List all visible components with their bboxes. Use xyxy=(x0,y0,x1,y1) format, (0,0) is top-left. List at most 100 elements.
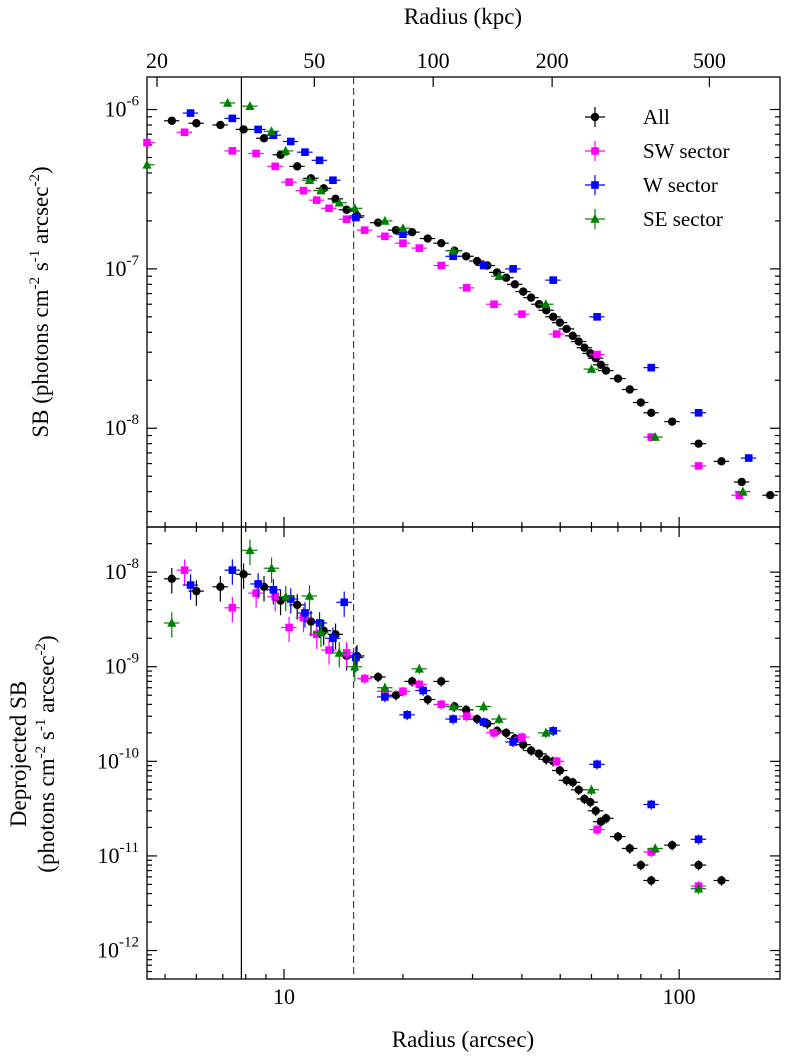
data-point xyxy=(266,563,277,573)
data-point xyxy=(281,591,291,601)
legend-marker xyxy=(591,147,599,155)
data-point xyxy=(586,784,597,794)
data-point xyxy=(352,213,360,222)
data-point xyxy=(586,364,597,373)
data-point xyxy=(479,701,489,711)
data-point xyxy=(301,148,309,156)
data-point xyxy=(286,595,295,603)
data-point xyxy=(596,360,606,370)
data-point xyxy=(301,609,309,617)
data-point xyxy=(647,408,656,417)
data-point xyxy=(271,162,280,171)
data-point xyxy=(693,883,704,893)
data-point xyxy=(373,672,383,682)
data-point xyxy=(325,204,333,213)
data-point xyxy=(509,738,517,746)
legend-marker xyxy=(590,214,600,223)
data-point xyxy=(555,766,565,775)
data-point xyxy=(568,778,577,787)
data-point xyxy=(613,374,623,383)
data-point xyxy=(329,176,337,185)
data-point xyxy=(325,646,333,654)
data-point xyxy=(574,337,583,346)
deprojected-y-axis-label-top: Deprojected SB xyxy=(6,681,31,827)
data-point xyxy=(593,825,601,834)
data-point xyxy=(186,109,195,117)
data-point xyxy=(568,331,577,341)
data-point xyxy=(407,227,417,237)
legend-entry: All xyxy=(585,105,670,129)
data-point xyxy=(542,306,551,315)
data-point xyxy=(350,203,360,213)
data-point xyxy=(415,244,424,252)
data-point xyxy=(391,225,401,235)
top-axis-ticks: 20 50 100 200 500 xyxy=(146,48,726,87)
data-point xyxy=(180,128,189,137)
data-point xyxy=(479,261,488,270)
data-point xyxy=(216,120,225,130)
data-point xyxy=(373,218,383,227)
deprojected-sb-panel: 10-12 10-11 10-10 10-9 10-8 10 100 Deprojected… xyxy=(6,526,781,1009)
data-point xyxy=(334,647,344,657)
series-se-sector xyxy=(163,539,707,894)
data-point xyxy=(423,695,432,704)
data-point xyxy=(738,486,748,496)
data-point xyxy=(350,661,360,671)
data-point xyxy=(315,156,324,165)
legend-label: SE sector xyxy=(643,207,723,231)
data-point xyxy=(316,627,326,637)
data-point xyxy=(399,230,407,239)
data-point xyxy=(694,860,703,870)
data-point xyxy=(271,592,280,601)
data-point xyxy=(286,137,295,146)
y-tick-label: 10-10 xyxy=(97,745,139,773)
data-point xyxy=(329,634,337,643)
data-point xyxy=(252,589,260,597)
data-point xyxy=(490,300,498,309)
data-point xyxy=(228,603,237,612)
data-point xyxy=(647,800,656,809)
data-point xyxy=(593,313,601,321)
data-point xyxy=(717,457,726,466)
data-point xyxy=(437,677,446,686)
data-point xyxy=(541,299,551,309)
data-point xyxy=(717,876,726,885)
data-point xyxy=(449,252,457,261)
data-point xyxy=(315,619,324,627)
data-point xyxy=(601,366,611,375)
data-point xyxy=(228,114,237,123)
data-point xyxy=(472,714,482,724)
data-point xyxy=(142,159,152,169)
data-point xyxy=(541,727,551,737)
data-point xyxy=(601,814,611,823)
data-point xyxy=(526,746,536,755)
data-point xyxy=(266,126,277,136)
data-point xyxy=(399,239,407,247)
data-point xyxy=(391,691,401,700)
data-point xyxy=(306,617,316,626)
data-point xyxy=(304,175,315,185)
data-point xyxy=(252,149,260,158)
data-point xyxy=(269,586,278,594)
series-sw-sector xyxy=(176,559,707,892)
data-point xyxy=(448,245,458,255)
data-point xyxy=(494,714,504,723)
legend-marker xyxy=(591,181,599,189)
data-point xyxy=(479,718,488,726)
data-point xyxy=(299,613,308,622)
data-point xyxy=(462,712,471,720)
data-point xyxy=(259,134,269,143)
data-point xyxy=(549,727,557,735)
sb-panel: 10-8 10-7 10-6 SB (photons cm-2 s-1 arcsec… xyxy=(27,76,781,528)
data-point xyxy=(625,385,634,394)
top-tick-label: 200 xyxy=(536,48,569,73)
data-point xyxy=(415,680,424,689)
data-point xyxy=(437,700,446,709)
data-point xyxy=(167,574,177,584)
legend-entry: SW sector xyxy=(585,139,730,163)
data-point xyxy=(593,350,601,359)
legend: All SW sector W sector SE sector xyxy=(585,105,730,231)
data-point xyxy=(380,682,390,692)
data-point xyxy=(269,131,278,140)
